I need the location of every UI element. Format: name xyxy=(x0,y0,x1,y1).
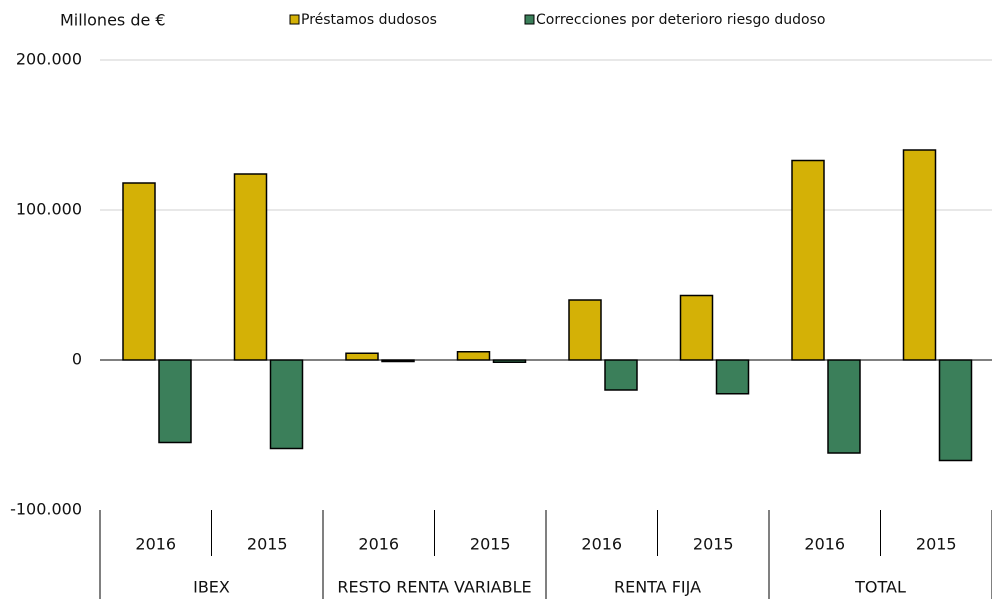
x-tick-label: 2015 xyxy=(247,535,288,554)
x-tick-label: 2016 xyxy=(358,535,399,554)
legend-swatch xyxy=(524,14,535,25)
bar xyxy=(345,352,379,361)
x-tick-label: 2015 xyxy=(693,535,734,554)
bar xyxy=(158,359,192,444)
bar xyxy=(938,359,973,462)
group-label: RESTO RENTA VARIABLE xyxy=(337,578,531,597)
x-tick-label: 2015 xyxy=(916,535,957,554)
bar xyxy=(568,299,602,361)
x-tick-label: 2016 xyxy=(804,535,845,554)
x-tick-label: 2015 xyxy=(470,535,511,554)
bar xyxy=(791,159,825,361)
group-label: RENTA FIJA xyxy=(614,578,701,597)
y-tick-label: 0 xyxy=(72,350,82,369)
bar xyxy=(827,359,861,454)
bar xyxy=(456,351,491,361)
bar xyxy=(715,359,750,395)
y-tick-label: 100.000 xyxy=(16,200,82,219)
bar xyxy=(902,149,937,361)
bar xyxy=(679,294,714,361)
group-label: IBEX xyxy=(193,578,230,597)
group-label: TOTAL xyxy=(854,578,906,597)
y-tick-label: 200.000 xyxy=(16,50,82,69)
y-axis-label: Millones de € xyxy=(60,11,166,30)
x-tick-label: 2016 xyxy=(135,535,176,554)
bar xyxy=(233,173,268,361)
bar xyxy=(269,359,304,450)
legend-label: Préstamos dudosos xyxy=(301,12,437,28)
bar xyxy=(122,182,156,361)
legend-label: Correcciones por deterioro riesgo dudoso xyxy=(536,12,825,28)
y-tick-label: -100.000 xyxy=(10,500,82,519)
x-tick-label: 2016 xyxy=(581,535,622,554)
bar xyxy=(604,359,638,391)
legend-swatch xyxy=(289,14,300,25)
